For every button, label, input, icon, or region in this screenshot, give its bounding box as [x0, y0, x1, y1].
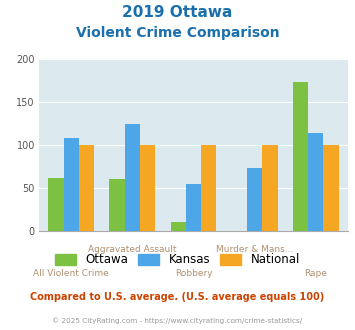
Text: 2019 Ottawa: 2019 Ottawa — [122, 5, 233, 20]
Bar — [308, 133, 323, 231]
Bar — [64, 138, 79, 231]
Text: All Violent Crime: All Violent Crime — [33, 269, 109, 278]
Text: Rape: Rape — [304, 269, 327, 278]
Bar — [323, 145, 339, 231]
Text: Aggravated Assault: Aggravated Assault — [88, 245, 176, 254]
Bar — [262, 145, 278, 231]
Bar — [140, 145, 155, 231]
Bar — [109, 179, 125, 231]
Bar — [170, 221, 186, 231]
Bar — [79, 145, 94, 231]
Bar — [293, 82, 308, 231]
Bar — [48, 178, 64, 231]
Text: Murder & Mans...: Murder & Mans... — [216, 245, 293, 254]
Bar — [247, 168, 262, 231]
Bar — [201, 145, 217, 231]
Legend: Ottawa, Kansas, National: Ottawa, Kansas, National — [55, 253, 300, 266]
Text: Compared to U.S. average. (U.S. average equals 100): Compared to U.S. average. (U.S. average … — [31, 292, 324, 302]
Text: Robbery: Robbery — [175, 269, 212, 278]
Bar — [186, 184, 201, 231]
Text: Violent Crime Comparison: Violent Crime Comparison — [76, 26, 279, 40]
Text: © 2025 CityRating.com - https://www.cityrating.com/crime-statistics/: © 2025 CityRating.com - https://www.city… — [53, 317, 302, 324]
Bar — [125, 124, 140, 231]
